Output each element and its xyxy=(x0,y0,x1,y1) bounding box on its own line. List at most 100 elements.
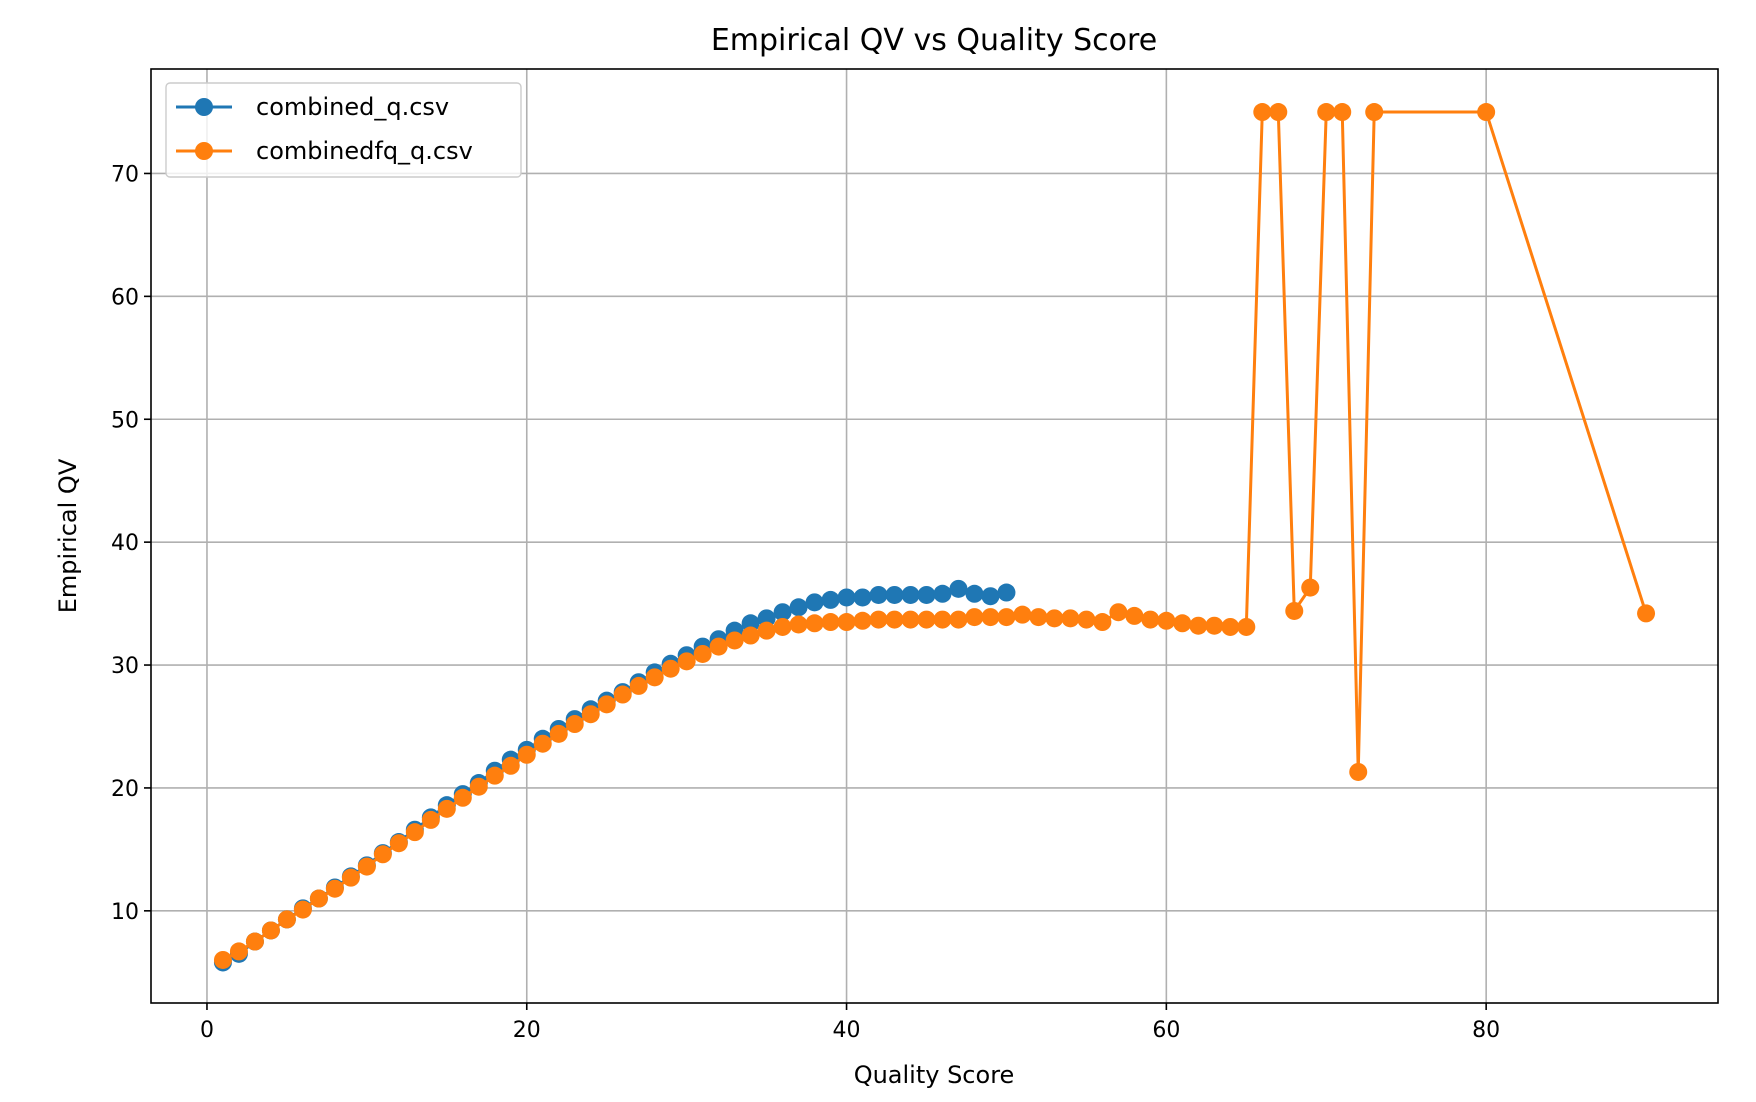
data-point xyxy=(485,766,504,785)
data-point xyxy=(773,603,792,622)
data-point xyxy=(293,900,312,919)
y-tick-label: 50 xyxy=(111,408,139,433)
y-tick-label: 40 xyxy=(111,531,139,556)
data-point xyxy=(421,810,440,829)
data-point xyxy=(773,617,792,636)
data-point xyxy=(949,579,968,598)
data-point xyxy=(533,734,552,753)
data-point xyxy=(853,588,872,607)
data-point xyxy=(1365,103,1384,122)
data-point xyxy=(1477,103,1496,122)
data-point xyxy=(677,652,696,671)
y-tick-label: 60 xyxy=(111,285,139,310)
data-point xyxy=(869,610,888,629)
data-point xyxy=(933,584,952,603)
data-point xyxy=(1013,605,1032,624)
data-point xyxy=(1221,617,1240,636)
data-point xyxy=(821,590,840,609)
data-point xyxy=(405,823,424,842)
data-point xyxy=(1333,103,1352,122)
series-1 xyxy=(213,103,1656,969)
data-point xyxy=(613,685,632,704)
data-point xyxy=(901,585,920,604)
data-point xyxy=(245,932,264,951)
data-point xyxy=(1349,762,1368,781)
data-point xyxy=(645,668,664,687)
data-point xyxy=(325,879,344,898)
data-point xyxy=(469,777,488,796)
x-tick-label: 0 xyxy=(200,1018,214,1043)
axis-ticks: 0 20 40 60 80 10 20 30 40 50 60 70 xyxy=(111,162,1500,1043)
y-tick-label: 30 xyxy=(111,654,139,679)
data-point xyxy=(597,695,616,714)
data-point xyxy=(1253,103,1272,122)
data-point xyxy=(1045,609,1064,628)
x-tick-label: 20 xyxy=(513,1018,541,1043)
data-point xyxy=(629,676,648,695)
data-point xyxy=(581,705,600,724)
data-point xyxy=(453,788,472,807)
data-point xyxy=(517,745,536,764)
data-point xyxy=(373,845,392,864)
data-point xyxy=(885,585,904,604)
x-tick-label: 60 xyxy=(1152,1018,1180,1043)
y-tick-label: 10 xyxy=(111,900,139,925)
data-point xyxy=(309,889,328,908)
data-point xyxy=(1269,103,1288,122)
data-point xyxy=(565,715,584,734)
chart-title: Empirical QV vs Quality Score xyxy=(711,23,1157,58)
data-point xyxy=(1125,606,1144,625)
data-point xyxy=(1317,103,1336,122)
data-point xyxy=(997,608,1016,627)
y-tick-label: 70 xyxy=(111,162,139,187)
data-point xyxy=(1173,614,1192,633)
data-point xyxy=(949,610,968,629)
legend-marker-combinedfq-q xyxy=(195,142,213,160)
data-point xyxy=(965,608,984,627)
data-point xyxy=(693,644,712,663)
data-point xyxy=(1301,578,1320,597)
x-axis-label: Quality Score xyxy=(854,1061,1015,1089)
data-point xyxy=(709,637,728,656)
data-point xyxy=(997,583,1016,602)
data-point xyxy=(341,868,360,887)
data-point xyxy=(917,585,936,604)
data-point xyxy=(789,598,808,617)
data-point xyxy=(661,659,680,678)
data-point xyxy=(789,615,808,634)
data-point xyxy=(1205,616,1224,635)
data-point xyxy=(917,610,936,629)
data-point xyxy=(1061,609,1080,628)
legend-marker-combined-q xyxy=(195,98,213,116)
data-point xyxy=(229,942,248,961)
data-point xyxy=(981,587,1000,606)
legend-label-combinedfq-q: combinedfq_q.csv xyxy=(256,137,473,165)
data-point xyxy=(1029,608,1048,627)
series-layer xyxy=(213,103,1656,972)
grid-lines xyxy=(151,69,1718,1003)
data-point xyxy=(725,631,744,650)
data-point xyxy=(437,799,456,818)
data-point xyxy=(549,724,568,743)
data-point xyxy=(869,585,888,604)
data-point xyxy=(885,610,904,629)
data-point xyxy=(1093,613,1112,632)
data-point xyxy=(933,610,952,629)
data-point xyxy=(805,614,824,633)
legend-box xyxy=(165,82,522,178)
data-point xyxy=(389,834,408,853)
data-point xyxy=(837,613,856,632)
y-tick-label: 20 xyxy=(111,777,139,802)
data-point xyxy=(981,608,1000,627)
data-point xyxy=(1141,610,1160,629)
data-point xyxy=(1157,611,1176,630)
data-point xyxy=(965,584,984,603)
data-point xyxy=(1109,603,1128,622)
data-point xyxy=(1285,601,1304,620)
data-point xyxy=(821,613,840,632)
data-point xyxy=(805,593,824,612)
data-point xyxy=(1077,610,1096,629)
data-point xyxy=(261,921,280,940)
